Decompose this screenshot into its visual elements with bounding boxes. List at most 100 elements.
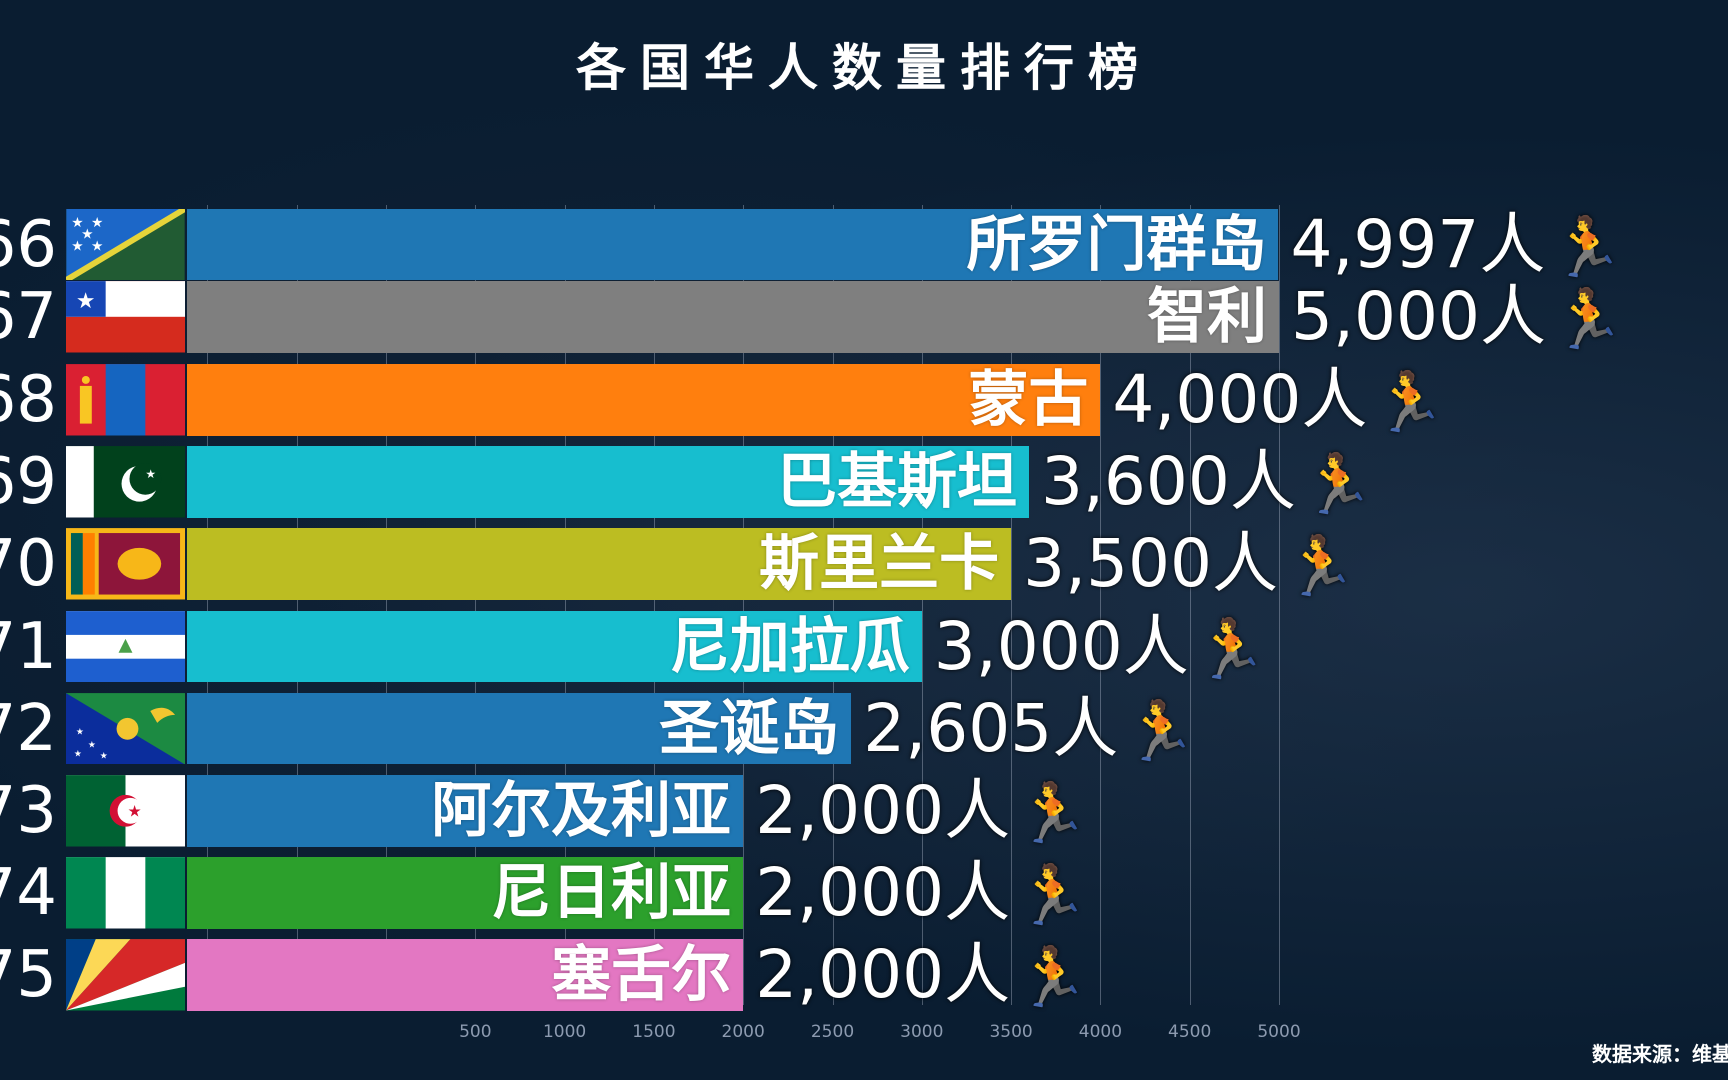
svg-text:★: ★ — [74, 749, 82, 759]
country-label: 阿尔及利亚 — [431, 776, 732, 846]
bar: 智利 — [187, 281, 1279, 353]
svg-text:★: ★ — [91, 215, 103, 231]
rank-label: 68 — [0, 363, 57, 437]
bar: 圣诞岛 — [187, 692, 852, 765]
value-label-group: 5,000人 🏃 — [1291, 281, 1624, 355]
pakistan-flag-icon: ★ — [66, 446, 185, 518]
runner-icon: 🏃 — [1016, 779, 1089, 847]
value-label: 2,000人 — [755, 854, 1011, 932]
value-label: 3,600人 — [1040, 443, 1296, 521]
runner-icon: 🏃 — [1016, 943, 1089, 1012]
x-tick-label: 1000 — [542, 1022, 587, 1042]
svg-text:★: ★ — [71, 215, 83, 231]
rank-label: 72 — [0, 691, 57, 766]
country-label: 蒙古 — [968, 365, 1089, 435]
gridline — [1100, 205, 1102, 1005]
runner-icon: 🏃 — [1124, 696, 1197, 765]
country-label: 圣诞岛 — [659, 693, 840, 764]
algeria-flag-icon: ★ — [66, 775, 185, 847]
x-tick-label: 3000 — [900, 1022, 944, 1042]
solomon-islands-flag-icon: ★ ★ ★ ★ ★ — [66, 209, 185, 280]
svg-text:★: ★ — [145, 467, 156, 481]
bar: 蒙古 — [187, 364, 1101, 436]
gridline — [386, 205, 387, 1005]
svg-text:★: ★ — [76, 728, 84, 738]
x-tick-label: 3500 — [989, 1022, 1033, 1042]
rank-label: 73 — [0, 774, 57, 848]
value-label-group: 2,000人 🏃 — [755, 775, 1088, 849]
x-tick-label: 2000 — [721, 1022, 765, 1042]
gridline — [475, 205, 477, 1005]
svg-text:★: ★ — [127, 802, 141, 821]
chile-flag-icon: ★ — [66, 281, 185, 353]
sri-lanka-flag-icon — [66, 528, 185, 600]
runner-icon: 🏃 — [1284, 532, 1357, 601]
runner-icon: 🏃 — [1301, 450, 1375, 519]
gridline — [1279, 205, 1280, 1005]
value-label: 5,000人 — [1291, 278, 1546, 355]
svg-text:★: ★ — [91, 238, 103, 254]
chart-title: 各国华人数量排行榜 — [576, 39, 1152, 97]
value-label: 4,000人 — [1112, 361, 1368, 438]
value-label-group: 3,600人 🏃 — [1041, 446, 1374, 520]
value-label: 3,000人 — [933, 607, 1189, 685]
x-tick-label: 2500 — [810, 1022, 855, 1042]
rank-label: 74 — [0, 856, 57, 931]
gridline — [1189, 205, 1191, 1005]
rank-label: 69 — [0, 445, 57, 520]
value-label-group: 2,000人 🏃 — [755, 857, 1088, 931]
bar: 尼加拉瓜 — [187, 610, 922, 683]
gridline — [564, 205, 566, 1005]
gridline — [1011, 205, 1013, 1005]
country-label: 所罗门群岛 — [966, 210, 1267, 280]
x-tick-label: 500 — [459, 1022, 492, 1042]
gridline — [207, 205, 209, 1005]
country-label: 智利 — [1147, 282, 1267, 352]
value-label-group: 4,997人 🏃 — [1290, 209, 1623, 283]
value-label-group: 3,500人 🏃 — [1023, 528, 1356, 602]
mongolia-flag-icon — [66, 364, 185, 436]
bar: 斯里兰卡 — [187, 528, 1012, 600]
svg-text:★: ★ — [81, 227, 93, 243]
value-label-group: 4,000人 🏃 — [1112, 364, 1445, 438]
runner-icon: 🏃 — [1551, 285, 1625, 353]
country-label: 尼加拉瓜 — [669, 611, 910, 682]
svg-text:★: ★ — [71, 238, 83, 254]
value-label-group: 3,000人 🏃 — [933, 607, 1267, 685]
bar: 阿尔及利亚 — [187, 775, 744, 847]
runner-icon: 🏃 — [1016, 861, 1089, 930]
svg-text:★: ★ — [88, 740, 96, 750]
x-tick-label: 1500 — [632, 1022, 676, 1042]
rank-label: 71 — [0, 609, 57, 684]
rank-label: 66 — [0, 208, 57, 282]
svg-text:★: ★ — [76, 289, 96, 314]
bar: 塞舌尔 — [187, 939, 744, 1011]
value-label-group: 2,000人 🏃 — [755, 939, 1088, 1013]
runner-icon: 🏃 — [1551, 213, 1624, 281]
christmas-island-flag-icon: ★ ★ ★ ★ — [66, 692, 185, 765]
x-tick-label: 5000 — [1257, 1022, 1301, 1042]
country-label: 斯里兰卡 — [759, 529, 1000, 600]
country-label: 尼日利亚 — [491, 858, 732, 929]
nigeria-flag-icon — [66, 857, 185, 929]
value-label-group: 2,605人 🏃 — [863, 689, 1197, 767]
value-label: 2,605人 — [863, 689, 1119, 767]
bar: 尼日利亚 — [187, 857, 744, 929]
x-tick-label: 4500 — [1168, 1022, 1212, 1042]
country-label: 巴基斯坦 — [776, 447, 1017, 518]
rank-label: 75 — [0, 938, 57, 1013]
seychelles-flag-icon — [66, 939, 185, 1011]
gridline — [653, 205, 655, 1005]
data-source: 数据来源：维基 — [1592, 1042, 1728, 1066]
gridline — [296, 205, 298, 1005]
nicaragua-flag-icon — [66, 610, 185, 683]
value-label: 2,000人 — [755, 772, 1011, 849]
value-label: 3,500人 — [1023, 525, 1279, 603]
bar: 所罗门群岛 — [187, 209, 1279, 280]
x-tick-label: 4000 — [1078, 1022, 1123, 1042]
runner-icon: 🏃 — [1373, 368, 1446, 436]
rank-label: 67 — [0, 280, 57, 354]
gridline — [921, 205, 923, 1005]
rank-label: 70 — [0, 527, 57, 602]
country-label: 塞舌尔 — [551, 940, 732, 1011]
